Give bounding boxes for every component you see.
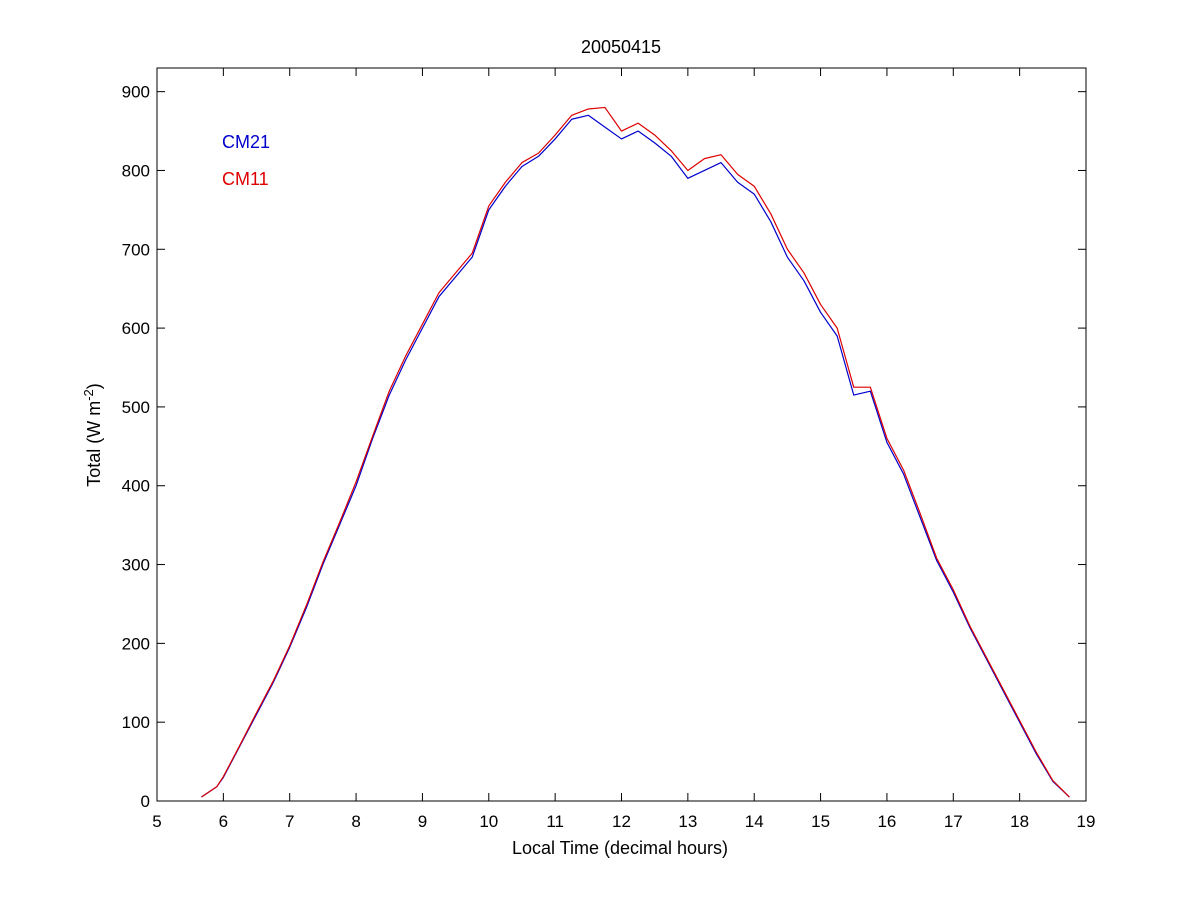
- x-tick-label: 8: [351, 812, 360, 831]
- y-axis-label-suffix: ): [84, 383, 104, 389]
- x-tick-label: 14: [745, 812, 764, 831]
- legend-entry-cm21: CM21: [222, 132, 270, 152]
- plot-area: 5 6 7 8 9 10 11 12 13 14 15 16 17 18 19 01002003004005…: [122, 67, 1095, 831]
- x-axis-ticks: 5 6 7 8 9 10 11 12 13 14 15 16 17 18 19: [152, 68, 1095, 831]
- chart-title: 20050415: [581, 37, 661, 57]
- plot-background: [157, 68, 1086, 801]
- x-tick-label: 16: [877, 812, 896, 831]
- y-tick-label: 200: [122, 634, 150, 653]
- x-tick-label: 12: [612, 812, 631, 831]
- y-axis-ticks: 0 100 200 300 400 500 600 700 800 900: [122, 83, 1086, 811]
- x-tick-label: 6: [219, 812, 228, 831]
- y-tick-label: 300: [122, 556, 150, 575]
- y-tick-label: 600: [122, 319, 150, 338]
- x-tick-label: 9: [418, 812, 427, 831]
- y-tick-label: 700: [122, 240, 150, 259]
- x-tick-label: 19: [1077, 812, 1096, 831]
- x-tick-label: 5: [152, 812, 161, 831]
- y-tick-label: 900: [122, 83, 150, 102]
- x-tick-label: 7: [285, 812, 294, 831]
- series-line-cm11: [201, 106, 1070, 798]
- x-tick-label: 13: [678, 812, 697, 831]
- y-axis-label: Total (W m-2): [81, 383, 104, 487]
- axes-frame: [156, 67, 1087, 802]
- y-tick-label: 400: [122, 477, 150, 496]
- series-line-cm21: [201, 114, 1070, 798]
- series-lines: [201, 106, 1070, 798]
- y-axis-label-superscript: -2: [81, 389, 96, 401]
- x-tick-label: 10: [479, 812, 498, 831]
- x-tick-label: 18: [1010, 812, 1029, 831]
- y-axis-label-main: Total (W m: [84, 401, 104, 487]
- x-tick-label: 15: [811, 812, 830, 831]
- x-axis-label: Local Time (decimal hours): [512, 838, 728, 858]
- x-tick-label: 11: [546, 812, 564, 831]
- y-tick-label: 800: [122, 161, 150, 180]
- legend: CM21 CM11: [222, 132, 270, 189]
- y-tick-label: 0: [141, 792, 150, 811]
- y-tick-label: 100: [122, 713, 150, 732]
- legend-entry-cm11: CM11: [222, 169, 269, 189]
- x-tick-label: 17: [944, 812, 963, 831]
- y-tick-label: 500: [122, 398, 150, 417]
